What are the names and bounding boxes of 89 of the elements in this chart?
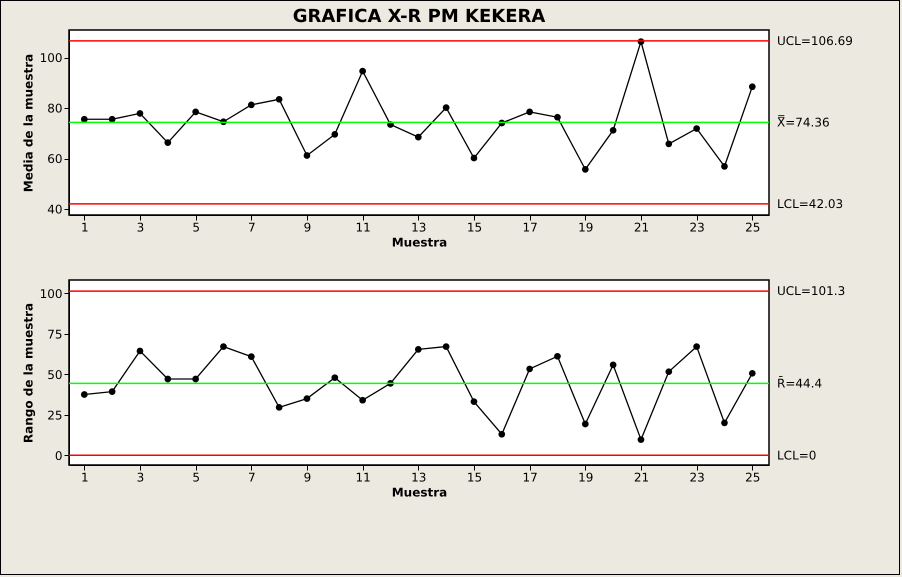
point xyxy=(136,348,144,354)
point xyxy=(748,83,756,90)
point xyxy=(164,376,172,382)
point xyxy=(108,388,116,395)
point xyxy=(665,140,672,148)
point xyxy=(442,104,450,111)
x-tick-label: 21 xyxy=(634,220,650,234)
y-tick-label: 75 xyxy=(47,327,62,342)
point xyxy=(721,163,728,170)
point xyxy=(304,395,310,402)
x-tick-label: 5 xyxy=(192,220,200,234)
point xyxy=(610,362,616,368)
point xyxy=(470,154,478,162)
point xyxy=(192,376,199,382)
x-tick-label: 1 xyxy=(80,220,89,234)
point xyxy=(136,110,144,117)
point xyxy=(693,125,700,132)
x-tick-label: 23 xyxy=(689,220,705,234)
point xyxy=(248,102,255,108)
x-tick-label: 7 xyxy=(248,220,256,234)
y-tick-label: 0 xyxy=(54,448,62,463)
x-tick-label: 11 xyxy=(356,220,371,234)
point xyxy=(748,370,756,377)
ref-line-label: UCL=101.3 xyxy=(777,284,846,298)
x-axis-title: Muestra xyxy=(392,236,448,250)
x-tick-label: 5 xyxy=(192,470,200,484)
point xyxy=(554,114,561,121)
x-tick-label: 13 xyxy=(411,470,426,484)
y-axis-title: Media de la muestra xyxy=(22,54,36,192)
x-tick-label: 19 xyxy=(578,220,594,234)
point xyxy=(414,134,422,140)
point xyxy=(442,343,450,350)
point xyxy=(414,346,422,353)
point xyxy=(554,352,561,360)
x-tick-label: 17 xyxy=(522,220,538,234)
point xyxy=(248,353,255,360)
x-tick-label: 19 xyxy=(578,470,594,484)
point xyxy=(526,366,533,372)
point xyxy=(665,368,672,376)
point xyxy=(276,404,282,411)
ref-line-label: R̄=44.4 xyxy=(777,376,822,390)
point xyxy=(192,108,199,116)
x-tick-label: 7 xyxy=(248,470,256,484)
point xyxy=(80,391,88,398)
x-tick-label: 3 xyxy=(136,470,144,484)
point xyxy=(470,398,478,406)
point xyxy=(331,374,338,382)
point xyxy=(582,420,589,428)
point xyxy=(164,139,172,146)
x-tick-label: 9 xyxy=(304,220,312,234)
x-tick-label: 17 xyxy=(522,470,538,484)
point xyxy=(582,166,589,173)
point xyxy=(610,126,616,134)
point xyxy=(331,131,338,138)
point xyxy=(693,343,700,350)
y-tick-label: 25 xyxy=(47,408,62,422)
y-tick-label: 40 xyxy=(47,202,62,216)
point xyxy=(359,396,366,404)
chart-title: GRAFICA X-R PM KEKERA xyxy=(292,6,546,27)
y-tick-label: 100 xyxy=(40,51,62,66)
x-tick-label: 9 xyxy=(304,470,312,484)
y-axis-title: Rango de la muestra xyxy=(22,302,36,444)
y-tick-label: 80 xyxy=(47,102,62,116)
x-tick-label: 23 xyxy=(689,470,705,484)
point xyxy=(498,430,506,438)
x-axis-title: Muestra xyxy=(392,486,448,500)
x-tick-label: 15 xyxy=(466,220,482,234)
ref-line-label: UCL=106.69 xyxy=(777,34,853,48)
point xyxy=(359,68,366,74)
x-tick-label: 3 xyxy=(136,220,144,234)
point xyxy=(304,152,310,159)
x-tick-label: 21 xyxy=(634,470,650,484)
x-tick-label: 25 xyxy=(745,220,760,234)
point xyxy=(276,96,282,103)
y-tick-label: 50 xyxy=(47,368,62,382)
x-tick-label: 1 xyxy=(80,470,89,484)
y-tick-label: 60 xyxy=(47,152,62,166)
x-tick-label: 15 xyxy=(466,470,482,484)
x-tick-label: 13 xyxy=(411,220,426,234)
y-tick-label: 100 xyxy=(40,286,62,301)
point xyxy=(638,436,644,443)
x-tick-label: 11 xyxy=(356,470,371,484)
point xyxy=(526,108,533,116)
ref-line-label: LCL=0 xyxy=(777,448,816,462)
point xyxy=(220,343,227,350)
x-tick-label: 25 xyxy=(745,470,760,484)
point xyxy=(721,420,728,426)
ref-line-label: LCL=42.03 xyxy=(777,196,844,211)
ref-line-label: X̿=74.36 xyxy=(777,114,830,130)
